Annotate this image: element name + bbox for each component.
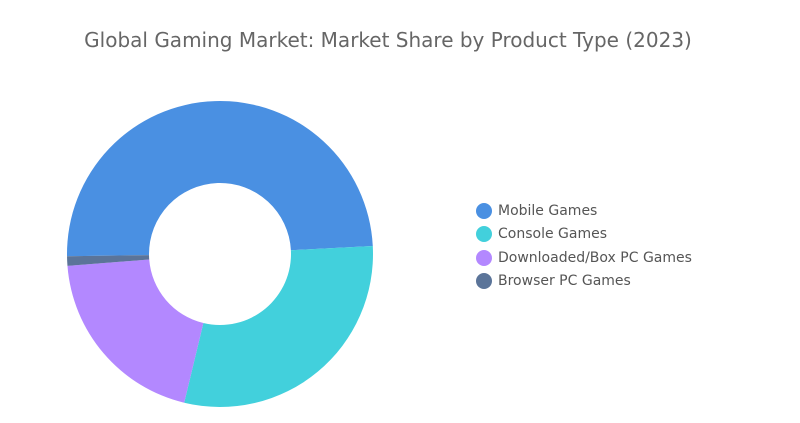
legend-item-console-games[interactable]: Console Games — [476, 223, 692, 247]
chart-title: Global Gaming Market: Market Share by Pr… — [84, 28, 692, 52]
slice-console-games[interactable] — [184, 245, 373, 407]
legend-swatch-mobile-games — [476, 202, 492, 219]
legend-item-mobile-games[interactable]: Mobile Games — [476, 199, 692, 223]
slice-mobile-games[interactable] — [66, 100, 373, 257]
legend-item-browser-pc-games[interactable]: Browser PC Games — [476, 270, 692, 294]
legend-swatch-downloaded-box-pc-games — [476, 249, 492, 266]
legend-label-console-games: Console Games — [498, 226, 607, 243]
legend-label-browser-pc-games: Browser PC Games — [498, 273, 631, 290]
legend-item-downloaded-box-pc-games[interactable]: Downloaded/Box PC Games — [476, 246, 692, 270]
legend-label-mobile-games: Mobile Games — [498, 202, 598, 219]
slice-browser-pc-games[interactable] — [67, 255, 150, 266]
legend: Mobile Games Console Games Downloaded/Bo… — [476, 199, 692, 293]
legend-label-downloaded-box-pc-games: Downloaded/Box PC Games — [498, 249, 692, 266]
slice-downloaded-box-pc-games[interactable] — [67, 259, 204, 403]
legend-swatch-browser-pc-games — [476, 273, 492, 290]
legend-swatch-console-games — [476, 226, 492, 243]
